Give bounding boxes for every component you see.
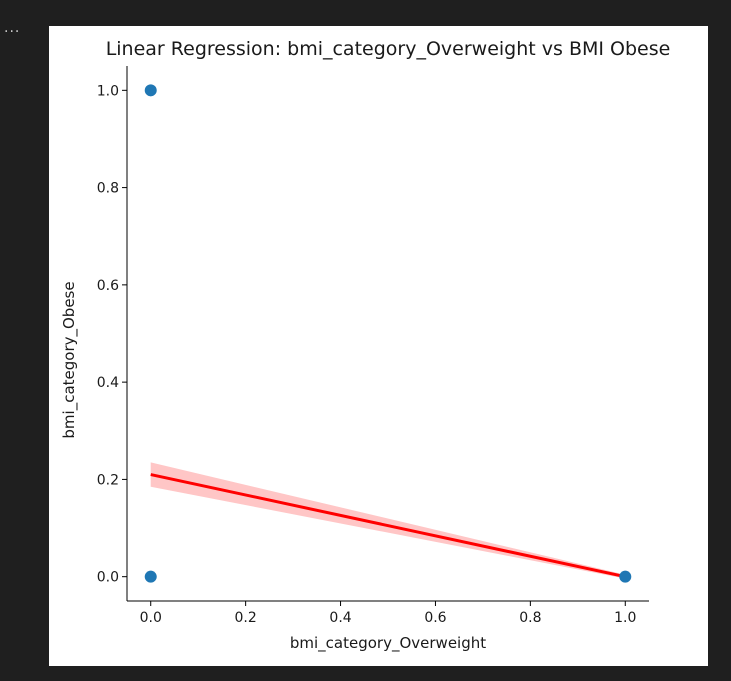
regression-line [150, 473, 626, 579]
y-tick-label: 1.0 [97, 83, 119, 99]
x-tick-label: 0.2 [235, 610, 257, 626]
y-tick-label: 0.0 [97, 570, 119, 586]
x-axis-label: bmi_category_Overweight [290, 634, 486, 653]
scatter-point [144, 570, 157, 583]
axes-layer: 0.0 0.2 0.4 0.6 0.8 1.0 0.0 0.2 0.4 0.6 0.8 1.0 [97, 66, 649, 626]
x-tick-label: 0.4 [329, 610, 351, 626]
confidence-band [150, 462, 626, 579]
chart-title: Linear Regression: bmi_category_Overweig… [106, 38, 671, 60]
y-tick-label: 0.4 [97, 375, 119, 391]
x-tick-label: 0.0 [140, 610, 162, 626]
x-tick-label: 1.0 [614, 610, 636, 626]
y-tick-label: 0.8 [97, 181, 119, 197]
scatter-points-layer [144, 84, 632, 583]
scatter-point [619, 570, 632, 583]
cell-output: Linear Regression: bmi_category_Overweig… [49, 26, 708, 666]
scatter-point [144, 84, 157, 97]
cell-more-menu[interactable]: ... [4, 20, 21, 36]
y-axis-label: bmi_category_Obese [60, 281, 79, 438]
y-tick-label: 0.2 [97, 472, 119, 488]
regression-chart: Linear Regression: bmi_category_Overweig… [60, 38, 671, 653]
x-tick-label: 0.8 [519, 610, 541, 626]
x-tick-label: 0.6 [424, 610, 446, 626]
y-tick-label: 0.6 [97, 278, 119, 294]
regression-line-layer [150, 473, 626, 579]
confidence-band-layer [150, 462, 626, 579]
